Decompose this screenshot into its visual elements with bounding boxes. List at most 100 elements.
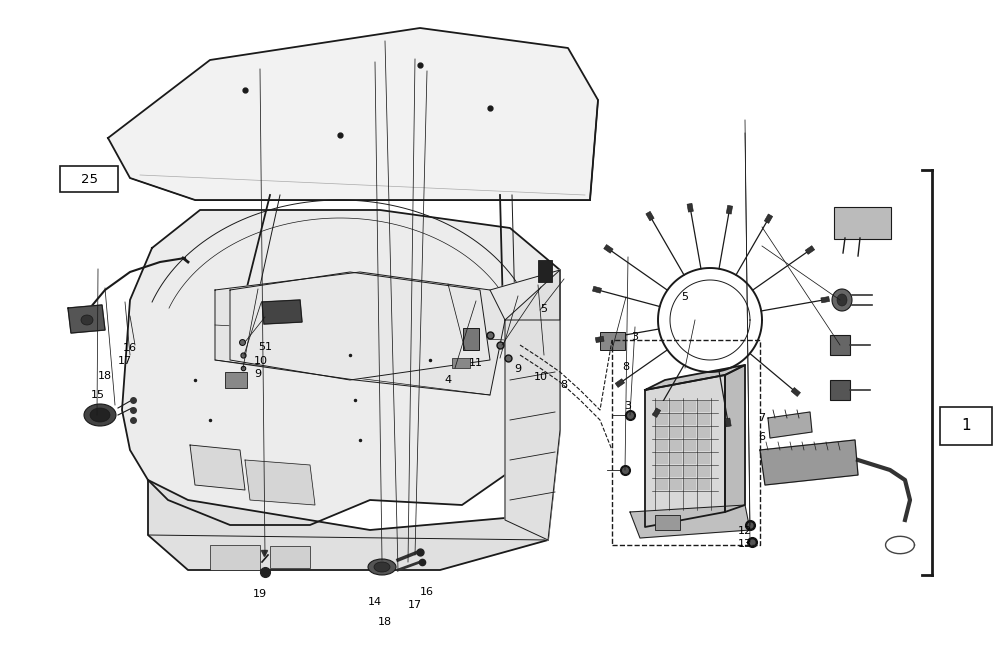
Bar xyxy=(615,378,625,387)
Ellipse shape xyxy=(374,562,390,572)
Bar xyxy=(656,427,668,438)
Text: 6: 6 xyxy=(759,432,766,442)
Text: 10: 10 xyxy=(254,355,268,366)
Bar xyxy=(604,244,613,253)
Polygon shape xyxy=(645,365,745,390)
Text: 1: 1 xyxy=(961,418,971,434)
Text: 18: 18 xyxy=(378,617,392,627)
Bar xyxy=(592,286,601,293)
Bar xyxy=(600,332,625,350)
Bar xyxy=(656,466,668,477)
Bar xyxy=(698,466,710,477)
Bar xyxy=(652,408,661,418)
Text: 17: 17 xyxy=(118,356,132,367)
Bar xyxy=(656,401,668,412)
Bar xyxy=(684,401,696,412)
Bar xyxy=(656,414,668,425)
Bar xyxy=(698,453,710,464)
Polygon shape xyxy=(490,270,560,320)
Text: 9: 9 xyxy=(514,364,522,374)
Text: 14: 14 xyxy=(368,597,382,608)
Polygon shape xyxy=(190,445,245,490)
Text: 5: 5 xyxy=(540,304,548,315)
Text: 16: 16 xyxy=(420,587,434,598)
Bar xyxy=(684,466,696,477)
Text: 3: 3 xyxy=(632,331,639,342)
Text: 19: 19 xyxy=(253,589,267,600)
Bar xyxy=(940,407,992,445)
Text: 12: 12 xyxy=(738,526,752,537)
Bar xyxy=(684,427,696,438)
Bar xyxy=(670,466,682,477)
Text: 11: 11 xyxy=(469,357,483,368)
Bar xyxy=(538,260,552,282)
Bar xyxy=(698,414,710,425)
Bar xyxy=(463,328,479,350)
Polygon shape xyxy=(262,300,302,324)
Bar xyxy=(726,205,733,214)
Text: 15: 15 xyxy=(91,390,105,400)
Text: 25: 25 xyxy=(81,173,98,185)
Bar xyxy=(210,545,260,570)
Bar xyxy=(725,418,731,427)
Ellipse shape xyxy=(84,404,116,426)
Bar xyxy=(595,336,604,343)
Ellipse shape xyxy=(368,559,396,575)
Text: 18: 18 xyxy=(98,371,112,381)
Bar xyxy=(698,401,710,412)
Bar xyxy=(670,401,682,412)
Text: 10: 10 xyxy=(534,372,548,382)
Bar xyxy=(656,479,668,490)
Bar xyxy=(656,453,668,464)
Polygon shape xyxy=(768,412,812,438)
Polygon shape xyxy=(760,440,858,485)
Text: 8: 8 xyxy=(622,361,630,372)
Polygon shape xyxy=(245,460,315,505)
Polygon shape xyxy=(122,210,560,525)
Bar xyxy=(670,453,682,464)
Ellipse shape xyxy=(90,408,110,422)
Bar xyxy=(791,388,800,396)
Text: 9: 9 xyxy=(254,369,262,379)
Bar xyxy=(670,440,682,451)
Ellipse shape xyxy=(837,294,847,306)
Text: 17: 17 xyxy=(408,600,422,610)
Bar xyxy=(805,246,815,254)
Polygon shape xyxy=(215,272,505,395)
Bar xyxy=(830,335,850,355)
Bar xyxy=(270,546,310,568)
Polygon shape xyxy=(108,28,598,200)
Bar xyxy=(656,440,668,451)
Polygon shape xyxy=(68,305,105,333)
Bar xyxy=(821,297,830,303)
Bar xyxy=(684,453,696,464)
Polygon shape xyxy=(230,272,490,380)
Text: 16: 16 xyxy=(123,343,137,353)
Polygon shape xyxy=(725,365,745,512)
FancyBboxPatch shape xyxy=(834,207,891,239)
Ellipse shape xyxy=(832,289,852,311)
Text: 4: 4 xyxy=(444,374,452,385)
Bar xyxy=(698,427,710,438)
Bar xyxy=(698,479,710,490)
Text: 7: 7 xyxy=(758,413,766,424)
Polygon shape xyxy=(630,505,750,538)
Bar xyxy=(830,380,850,400)
Bar xyxy=(670,414,682,425)
Bar xyxy=(684,440,696,451)
Bar xyxy=(684,414,696,425)
Ellipse shape xyxy=(81,315,93,325)
Text: 51: 51 xyxy=(258,341,272,352)
Bar xyxy=(655,515,680,530)
Text: 13: 13 xyxy=(738,539,752,549)
Polygon shape xyxy=(505,270,560,540)
Bar xyxy=(225,372,247,388)
Polygon shape xyxy=(148,430,560,570)
Bar xyxy=(612,340,760,545)
Text: 5: 5 xyxy=(682,291,688,302)
Bar xyxy=(670,479,682,490)
Text: 8: 8 xyxy=(560,380,568,390)
Bar xyxy=(452,358,470,368)
Text: 3: 3 xyxy=(624,401,632,412)
Bar xyxy=(60,166,118,192)
